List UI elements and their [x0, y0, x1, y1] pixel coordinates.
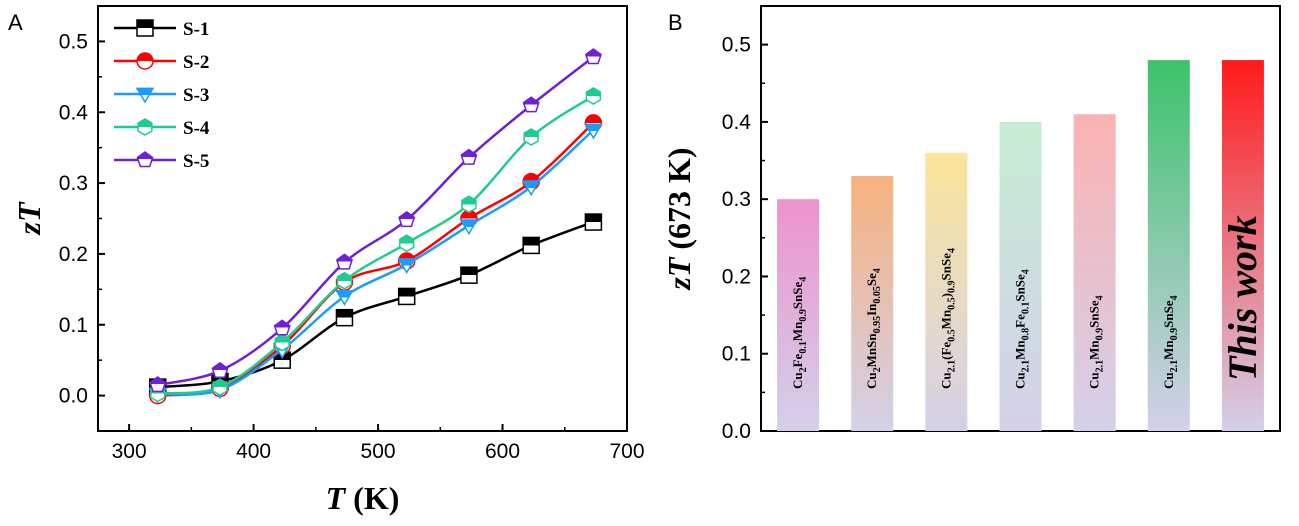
bar-label: This work [1220, 215, 1265, 381]
x-axis-label: T (K) [326, 480, 400, 516]
data-point [274, 333, 290, 352]
data-point [335, 308, 354, 327]
y-tick-label: 0.1 [722, 343, 751, 366]
plot-frame-a [97, 5, 628, 432]
data-point [273, 319, 291, 336]
legend-marker [136, 19, 154, 37]
data-point [211, 361, 229, 379]
legend: S-1 S-2 S-3 S-4 S-5 [114, 19, 210, 172]
data-point [461, 195, 477, 214]
x-tick-label: 500 [361, 440, 396, 463]
data-point [584, 48, 602, 65]
legend-marker [137, 118, 153, 136]
data-point [585, 87, 602, 105]
data-point [460, 266, 478, 284]
data-point [149, 376, 167, 393]
data-point [460, 148, 478, 165]
series-line [157, 94, 595, 395]
panel-label-a: A [8, 10, 23, 35]
legend-label: S-5 [183, 151, 209, 172]
series-line [157, 129, 595, 396]
legend-label: S-2 [183, 52, 209, 73]
legend-marker [136, 151, 154, 168]
data-point [522, 96, 540, 113]
legend-label: S-1 [183, 19, 209, 40]
data-point [397, 287, 416, 306]
y-tick-label: 0.2 [722, 265, 751, 288]
x-tick-label: 400 [236, 440, 271, 463]
series-line [157, 56, 595, 387]
bar [1073, 114, 1116, 431]
data-point [336, 271, 353, 290]
data-point [397, 258, 417, 274]
data-point [335, 253, 353, 270]
bar-chart-zt-comparison: 0.0 0.1 0.2 0.3 0.4 0.5 zT (673 K) Cu2Fe0.1Mn0.… [661, 5, 1281, 443]
data-point [212, 378, 228, 396]
data-point [584, 123, 603, 140]
data-point [399, 234, 415, 253]
legend-marker [135, 87, 155, 104]
legend-marker [136, 52, 154, 70]
line-chart-zt-vs-temperature: 300 400 500 600 700 0.0 0.1 0.2 0.3 0.4 0.5 T (K) zT… [11, 5, 645, 516]
bar [1221, 60, 1264, 431]
bar [1147, 60, 1190, 431]
bar-label: Cu2.1(Fe0.5Mn0.5)0.9SnSe4 [938, 248, 957, 389]
data-point [523, 128, 539, 146]
series-line [157, 121, 595, 397]
panel-label-b: B [668, 10, 683, 35]
y-tick-label: 0.0 [59, 385, 88, 408]
data-point [522, 236, 540, 255]
y-tick-label: 0.2 [59, 243, 88, 266]
data-point [459, 219, 479, 236]
y-tick-label: 0.1 [59, 314, 88, 337]
y-tick-label: 0.3 [59, 172, 88, 195]
bar [777, 199, 820, 431]
y-tick-label: 0.5 [722, 34, 751, 57]
bar-label: Cu2.1Mn0.9SnSe4 [1161, 295, 1180, 389]
bar [851, 176, 894, 431]
bar-label: Cu2MnSn0.95In0.05Se4 [864, 268, 883, 389]
series-S-2 [148, 114, 603, 405]
bar [925, 152, 968, 431]
data-point [335, 290, 354, 306]
y-tick-label: 0.4 [722, 111, 752, 134]
bar [999, 121, 1042, 431]
x-tick-label: 700 [609, 440, 644, 463]
y-tick-label: 0.5 [59, 30, 88, 53]
y-tick-label: 0.3 [722, 188, 751, 211]
x-tick-label: 300 [112, 440, 147, 463]
bar-label: Cu2.1Mn0.8Fe0.1SnSe4 [1013, 269, 1032, 389]
data-point [398, 210, 416, 228]
x-tick-label: 600 [485, 440, 520, 463]
series-S-5 [149, 48, 602, 393]
y-tick-label: 0.4 [59, 101, 89, 124]
bar-label: Cu2.1Mn0.9SnSe4 [1087, 295, 1106, 389]
y-tick-label: 0.0 [722, 420, 751, 443]
series-S-3 [148, 123, 603, 404]
y-axis-label: zT (673 K) [661, 147, 697, 290]
y-axis-label: zT [11, 201, 47, 235]
legend-label: S-3 [183, 85, 209, 106]
legend-label: S-4 [183, 118, 210, 139]
bar-label: Cu2Fe0.1Mn0.9SnSe4 [790, 277, 809, 389]
data-point [584, 213, 603, 231]
data-point [521, 180, 541, 197]
